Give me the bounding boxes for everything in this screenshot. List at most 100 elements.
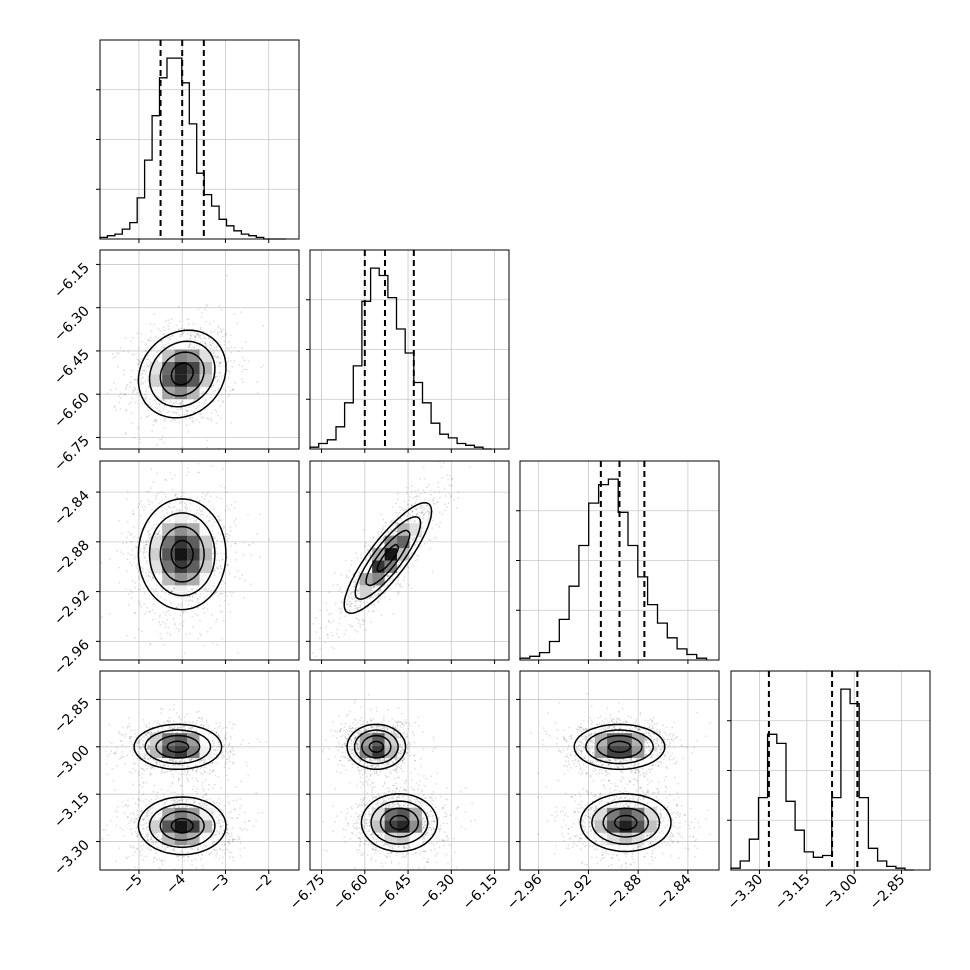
- sample-point: [344, 615, 346, 618]
- sample-point: [364, 628, 367, 631]
- sample-point: [306, 615, 308, 617]
- sample-point: [178, 628, 181, 631]
- sample-point: [138, 438, 141, 441]
- sample-point: [174, 622, 176, 624]
- sample-point: [179, 726, 182, 729]
- sample-point: [124, 762, 126, 765]
- sample-point: [134, 586, 137, 589]
- sample-point: [234, 542, 236, 545]
- sample-point: [307, 621, 309, 623]
- sample-point: [167, 319, 170, 322]
- sample-point: [237, 651, 240, 654]
- sample-point: [147, 814, 149, 817]
- sample-point: [422, 489, 425, 492]
- sample-point: [151, 501, 154, 504]
- sample-point: [171, 759, 174, 762]
- sample-point: [202, 507, 205, 510]
- sample-point: [146, 354, 149, 357]
- sample-point: [207, 725, 210, 727]
- sample-point: [195, 518, 198, 521]
- sample-point: [145, 611, 148, 613]
- sample-point: [421, 511, 424, 514]
- sample-point: [134, 387, 137, 390]
- sample-point: [356, 609, 359, 611]
- sample-point: [221, 579, 224, 582]
- sample-point: [212, 353, 214, 355]
- sample-point: [395, 583, 397, 586]
- sample-point: [211, 342, 214, 344]
- sample-point: [137, 751, 140, 753]
- sample-point: [231, 840, 234, 843]
- sample-point: [304, 643, 306, 645]
- sample-point: [202, 416, 204, 419]
- sample-point: [200, 723, 203, 726]
- sample-point: [172, 776, 175, 778]
- sample-point: [441, 513, 444, 515]
- density-cell: [174, 337, 188, 350]
- sample-point: [363, 619, 365, 622]
- sample-point: [173, 588, 176, 590]
- sample-point: [382, 528, 385, 531]
- sample-point: [347, 595, 350, 598]
- sample-point: [151, 609, 154, 611]
- sample-point: [139, 759, 142, 761]
- sample-point: [223, 344, 226, 346]
- sample-point: [359, 604, 362, 607]
- sample-point: [419, 507, 422, 509]
- sample-point: [195, 613, 198, 615]
- sample-point: [171, 781, 174, 784]
- sample-point: [351, 625, 354, 628]
- sample-point: [144, 380, 146, 383]
- sample-point: [101, 837, 104, 840]
- sample-point: [406, 503, 409, 505]
- sample-point: [223, 525, 226, 528]
- sample-point: [213, 351, 215, 354]
- sample-point: [336, 628, 339, 631]
- sample-point: [152, 355, 155, 357]
- sample-point: [128, 771, 131, 773]
- sample-point: [232, 799, 235, 802]
- sample-point: [408, 584, 410, 587]
- sample-point: [200, 759, 203, 762]
- sample-point: [428, 507, 430, 510]
- sample-point: [382, 536, 385, 539]
- sample-point: [190, 331, 192, 334]
- sample-point: [335, 632, 338, 635]
- sample-point: [160, 491, 163, 493]
- sample-point: [228, 385, 231, 388]
- sample-point: [223, 821, 225, 824]
- sample-point: [221, 540, 224, 543]
- sample-point: [222, 745, 225, 748]
- sample-point: [216, 333, 219, 336]
- sample-point: [359, 606, 362, 609]
- sample-point: [133, 813, 135, 816]
- sample-point: [169, 520, 172, 522]
- sample-point: [132, 386, 135, 389]
- sample-point: [125, 388, 127, 391]
- sample-point: [345, 629, 347, 632]
- sample-point: [324, 642, 327, 644]
- sample-point: [127, 804, 130, 807]
- sample-point: [200, 416, 203, 419]
- sample-point: [186, 467, 189, 470]
- sample-point: [147, 745, 150, 747]
- sample-point: [240, 378, 243, 380]
- sample-point: [159, 765, 162, 767]
- sample-point: [181, 446, 184, 449]
- sample-point: [199, 593, 202, 595]
- sample-point: [348, 613, 351, 616]
- sample-point: [382, 518, 385, 521]
- sample-point: [210, 345, 213, 347]
- sample-point: [145, 814, 148, 817]
- sample-point: [207, 727, 209, 730]
- sample-point: [191, 417, 194, 420]
- sample-point: [207, 491, 209, 494]
- sample-point: [300, 642, 302, 644]
- sample-point: [143, 755, 145, 758]
- sample-point: [197, 849, 200, 852]
- sample-point: [106, 755, 109, 757]
- sample-point: [236, 570, 239, 572]
- sample-point: [220, 330, 223, 333]
- sample-point: [191, 596, 194, 598]
- sample-point: [353, 597, 356, 599]
